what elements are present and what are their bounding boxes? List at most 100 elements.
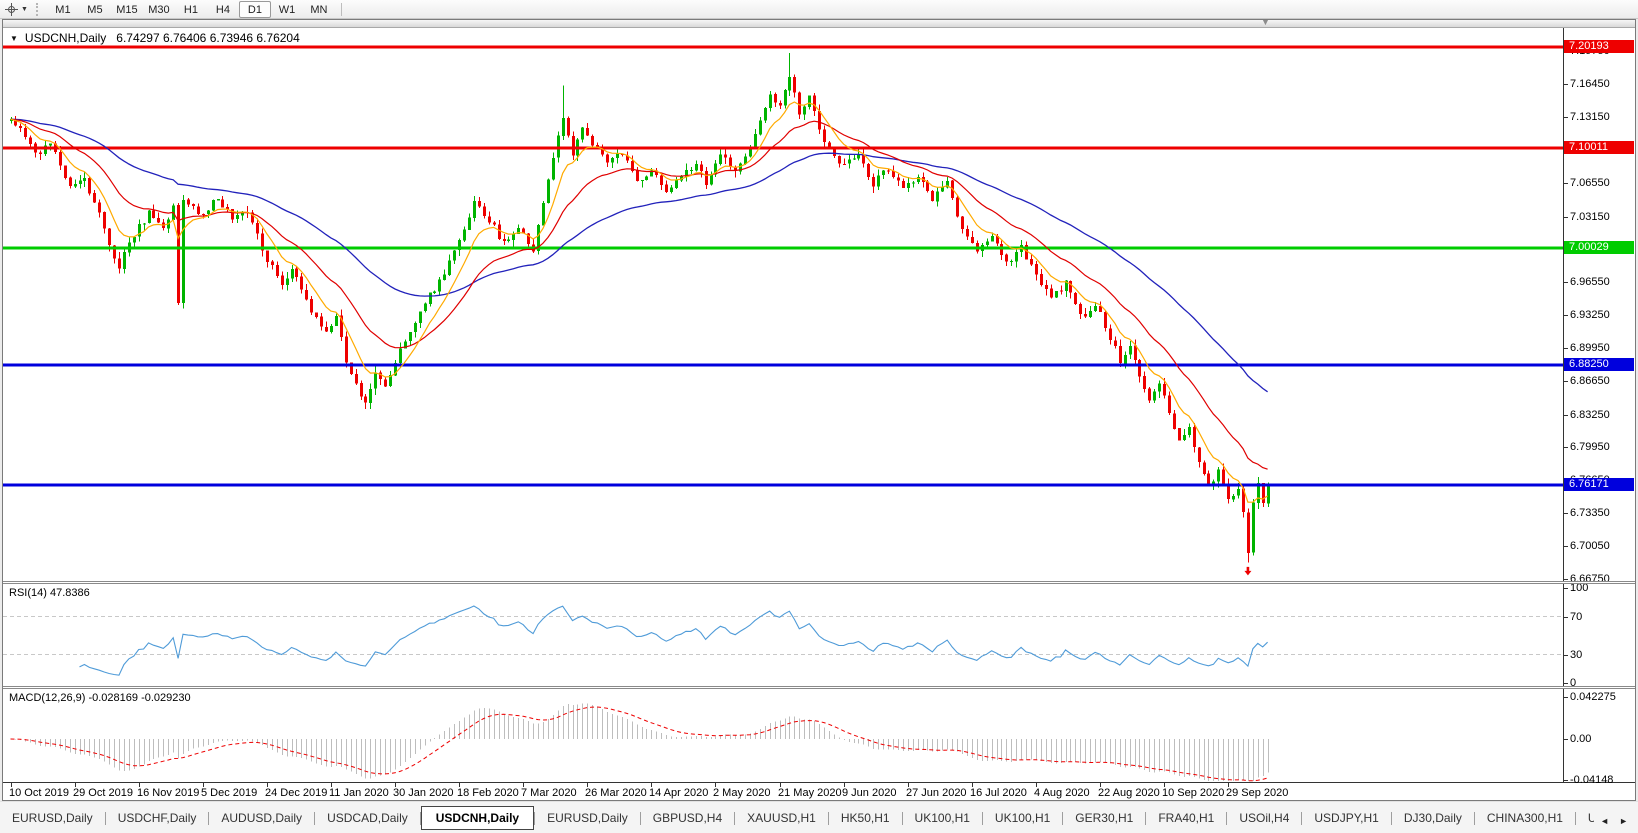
chart-tab-audusd-daily[interactable]: AUDUSD,Daily — [221, 811, 303, 825]
chart-tab-uk100-h1[interactable]: UK100,H1 — [994, 811, 1051, 825]
macd-tick — [1563, 780, 1568, 781]
chart-tab-dj30-daily[interactable]: DJ30,Daily — [1403, 811, 1462, 825]
date-tick — [844, 783, 845, 787]
macd-tick — [1563, 739, 1568, 740]
chart-tab-gbpusd-h4[interactable]: GBPUSD,H4 — [652, 811, 723, 825]
candlestick-series — [10, 52, 1270, 563]
chart-tab-ger30-h1[interactable]: GER30,H1 — [1075, 811, 1134, 825]
tabs-scroll-left-icon[interactable]: ◄ — [1600, 816, 1610, 826]
macd-label: MACD(12,26,9) -0.028169 -0.029230 — [9, 692, 191, 704]
chart-symbol-period: USDCNH,Daily — [24, 31, 107, 45]
date-tick-label: 2 May 2020 — [713, 787, 771, 799]
tab-separator — [734, 811, 736, 825]
timeframe-toolbar: ▼ M1 M5 M15 M30 H1 H4 D1 W1 MN — [0, 0, 1638, 19]
candlestick-chart — [3, 45, 1563, 576]
price-tick-label: 7.16450 — [1570, 78, 1610, 90]
tab-separator — [1473, 811, 1475, 825]
timeframe-button-mn[interactable]: MN — [310, 3, 328, 16]
toolbar-grip[interactable] — [35, 2, 41, 16]
chart-tabs: EURUSD,Daily USDCHF,Daily AUDUSD,Daily USDC… — [0, 806, 1594, 830]
chart-tab-eurusd-daily[interactable]: EURUSD,Daily — [547, 811, 628, 825]
date-tick-label: 16 Jul 2020 — [970, 787, 1027, 799]
pane-separator[interactable] — [3, 581, 1635, 584]
tab-separator — [827, 811, 829, 825]
tab-separator — [104, 811, 106, 825]
tab-separator — [981, 811, 983, 825]
date-tick-label: 26 Mar 2020 — [585, 787, 647, 799]
timeframe-button-h4[interactable]: H4 — [215, 3, 230, 16]
macd-tick-label: 0.00 — [1570, 733, 1592, 745]
timeframe-button-m30[interactable]: M30 — [148, 3, 170, 16]
date-tick — [459, 783, 460, 787]
date-tick-label: 5 Dec 2019 — [201, 787, 258, 799]
date-tick — [139, 783, 140, 787]
ma-mid-line — [10, 118, 1268, 470]
chart-tab-fra40-h1[interactable]: FRA40,H1 — [1158, 811, 1215, 825]
price-tick-label: 6.70050 — [1570, 540, 1610, 552]
tabs-scroll-right-icon[interactable]: ► — [1619, 816, 1628, 826]
chart-shift-marker-icon: ▼ — [1261, 19, 1270, 27]
date-tick — [715, 783, 716, 787]
price-level-badge: 6.88250 — [1564, 358, 1634, 371]
chart-tab-bar: EURUSD,Daily USDCHF,Daily AUDUSD,Daily USDC… — [0, 801, 1638, 833]
price-tick-label: 6.93250 — [1570, 309, 1610, 321]
price-tick — [1563, 381, 1568, 382]
date-tick-label: 11 Jan 2020 — [329, 787, 389, 799]
price-tick — [1563, 183, 1568, 184]
sell-arrow-marker — [1244, 566, 1252, 576]
rsi-tick-label: 30 — [1570, 649, 1583, 661]
chart-tab-usoil-h1[interactable]: USOil,H1 — [1587, 811, 1595, 825]
rsi-chart — [3, 605, 1563, 676]
chart-tab-xauusd-h1[interactable]: XAUUSD,H1 — [747, 811, 816, 825]
rsi-indicator-pane: RSI(14) 47.8386 — [3, 584, 1563, 686]
date-tick-label: 7 Mar 2020 — [521, 787, 577, 799]
timeframe-button-h1[interactable]: H1 — [183, 3, 198, 16]
price-tick — [1563, 84, 1568, 85]
chart-tab-usdchf-daily[interactable]: USDCHF,Daily — [117, 811, 197, 825]
macd-signal-line — [10, 706, 1268, 782]
price-tick — [1563, 579, 1568, 580]
tab-separator — [1226, 811, 1228, 825]
macd-tick-label: 0.042275 — [1570, 691, 1616, 703]
ma-slow-line — [10, 118, 1268, 393]
price-axis-line — [1563, 28, 1564, 782]
chart-horizontal-scrollbar[interactable]: ▼ — [3, 20, 1635, 28]
chart-tab-uk100-h1[interactable]: UK100,H1 — [914, 811, 970, 825]
toolbar-separator — [340, 2, 342, 16]
chart-menu-caret-icon[interactable]: ▼ — [10, 34, 18, 43]
date-tick — [1036, 783, 1037, 787]
chart-tab-usoil-h4[interactable]: USOil,H4 — [1239, 811, 1290, 825]
date-tick — [75, 783, 76, 787]
timeframe-button-m1[interactable]: M1 — [55, 3, 71, 16]
rsi-tick — [1563, 683, 1568, 684]
chart-tab-hk50-h1[interactable]: HK50,H1 — [840, 811, 890, 825]
chart-tab-usdcnh-daily[interactable]: USDCNH,Daily — [420, 806, 535, 830]
timeframe-button-m5[interactable]: M5 — [87, 3, 103, 16]
price-tick — [1563, 546, 1568, 547]
timeframe-button-w1[interactable]: W1 — [278, 3, 296, 16]
timeframe-button-m15[interactable]: M15 — [116, 3, 138, 16]
pane-separator[interactable] — [3, 686, 1635, 689]
price-tick-label: 7.13150 — [1570, 111, 1610, 123]
chart-tab-eurusd-daily[interactable]: EURUSD,Daily — [12, 811, 93, 825]
date-tick-label: 14 Apr 2020 — [649, 787, 709, 799]
date-tick-label: 4 Aug 2020 — [1034, 787, 1090, 799]
macd-tick-label: -0.04148 — [1570, 774, 1614, 786]
chart-tab-usdcad-daily[interactable]: USDCAD,Daily — [327, 811, 408, 825]
date-tick — [651, 783, 652, 787]
date-tick-label: 21 May 2020 — [778, 787, 842, 799]
price-tick — [1563, 447, 1568, 448]
price-tick — [1563, 348, 1568, 349]
chart-tab-usdjpy-h1[interactable]: USDJPY,H1 — [1314, 811, 1379, 825]
date-tick — [523, 783, 524, 787]
chart-tab-china300-h1[interactable]: CHINA300,H1 — [1486, 811, 1563, 825]
ma-fast-line — [10, 101, 1268, 503]
rsi-line — [79, 605, 1268, 676]
price-tick-label: 7.03150 — [1570, 211, 1610, 223]
price-tick-label: 6.73350 — [1570, 507, 1610, 519]
date-tick — [780, 783, 781, 787]
timeframe-button-d1[interactable]: D1 — [238, 0, 271, 18]
macd-histogram — [15, 703, 1269, 781]
price-chart-pane: ▼ USDCNH,Daily 6.74297 6.76406 6.73946 6.7… — [3, 28, 1563, 581]
crosshair-tool-button[interactable]: ▼ — [0, 1, 33, 18]
